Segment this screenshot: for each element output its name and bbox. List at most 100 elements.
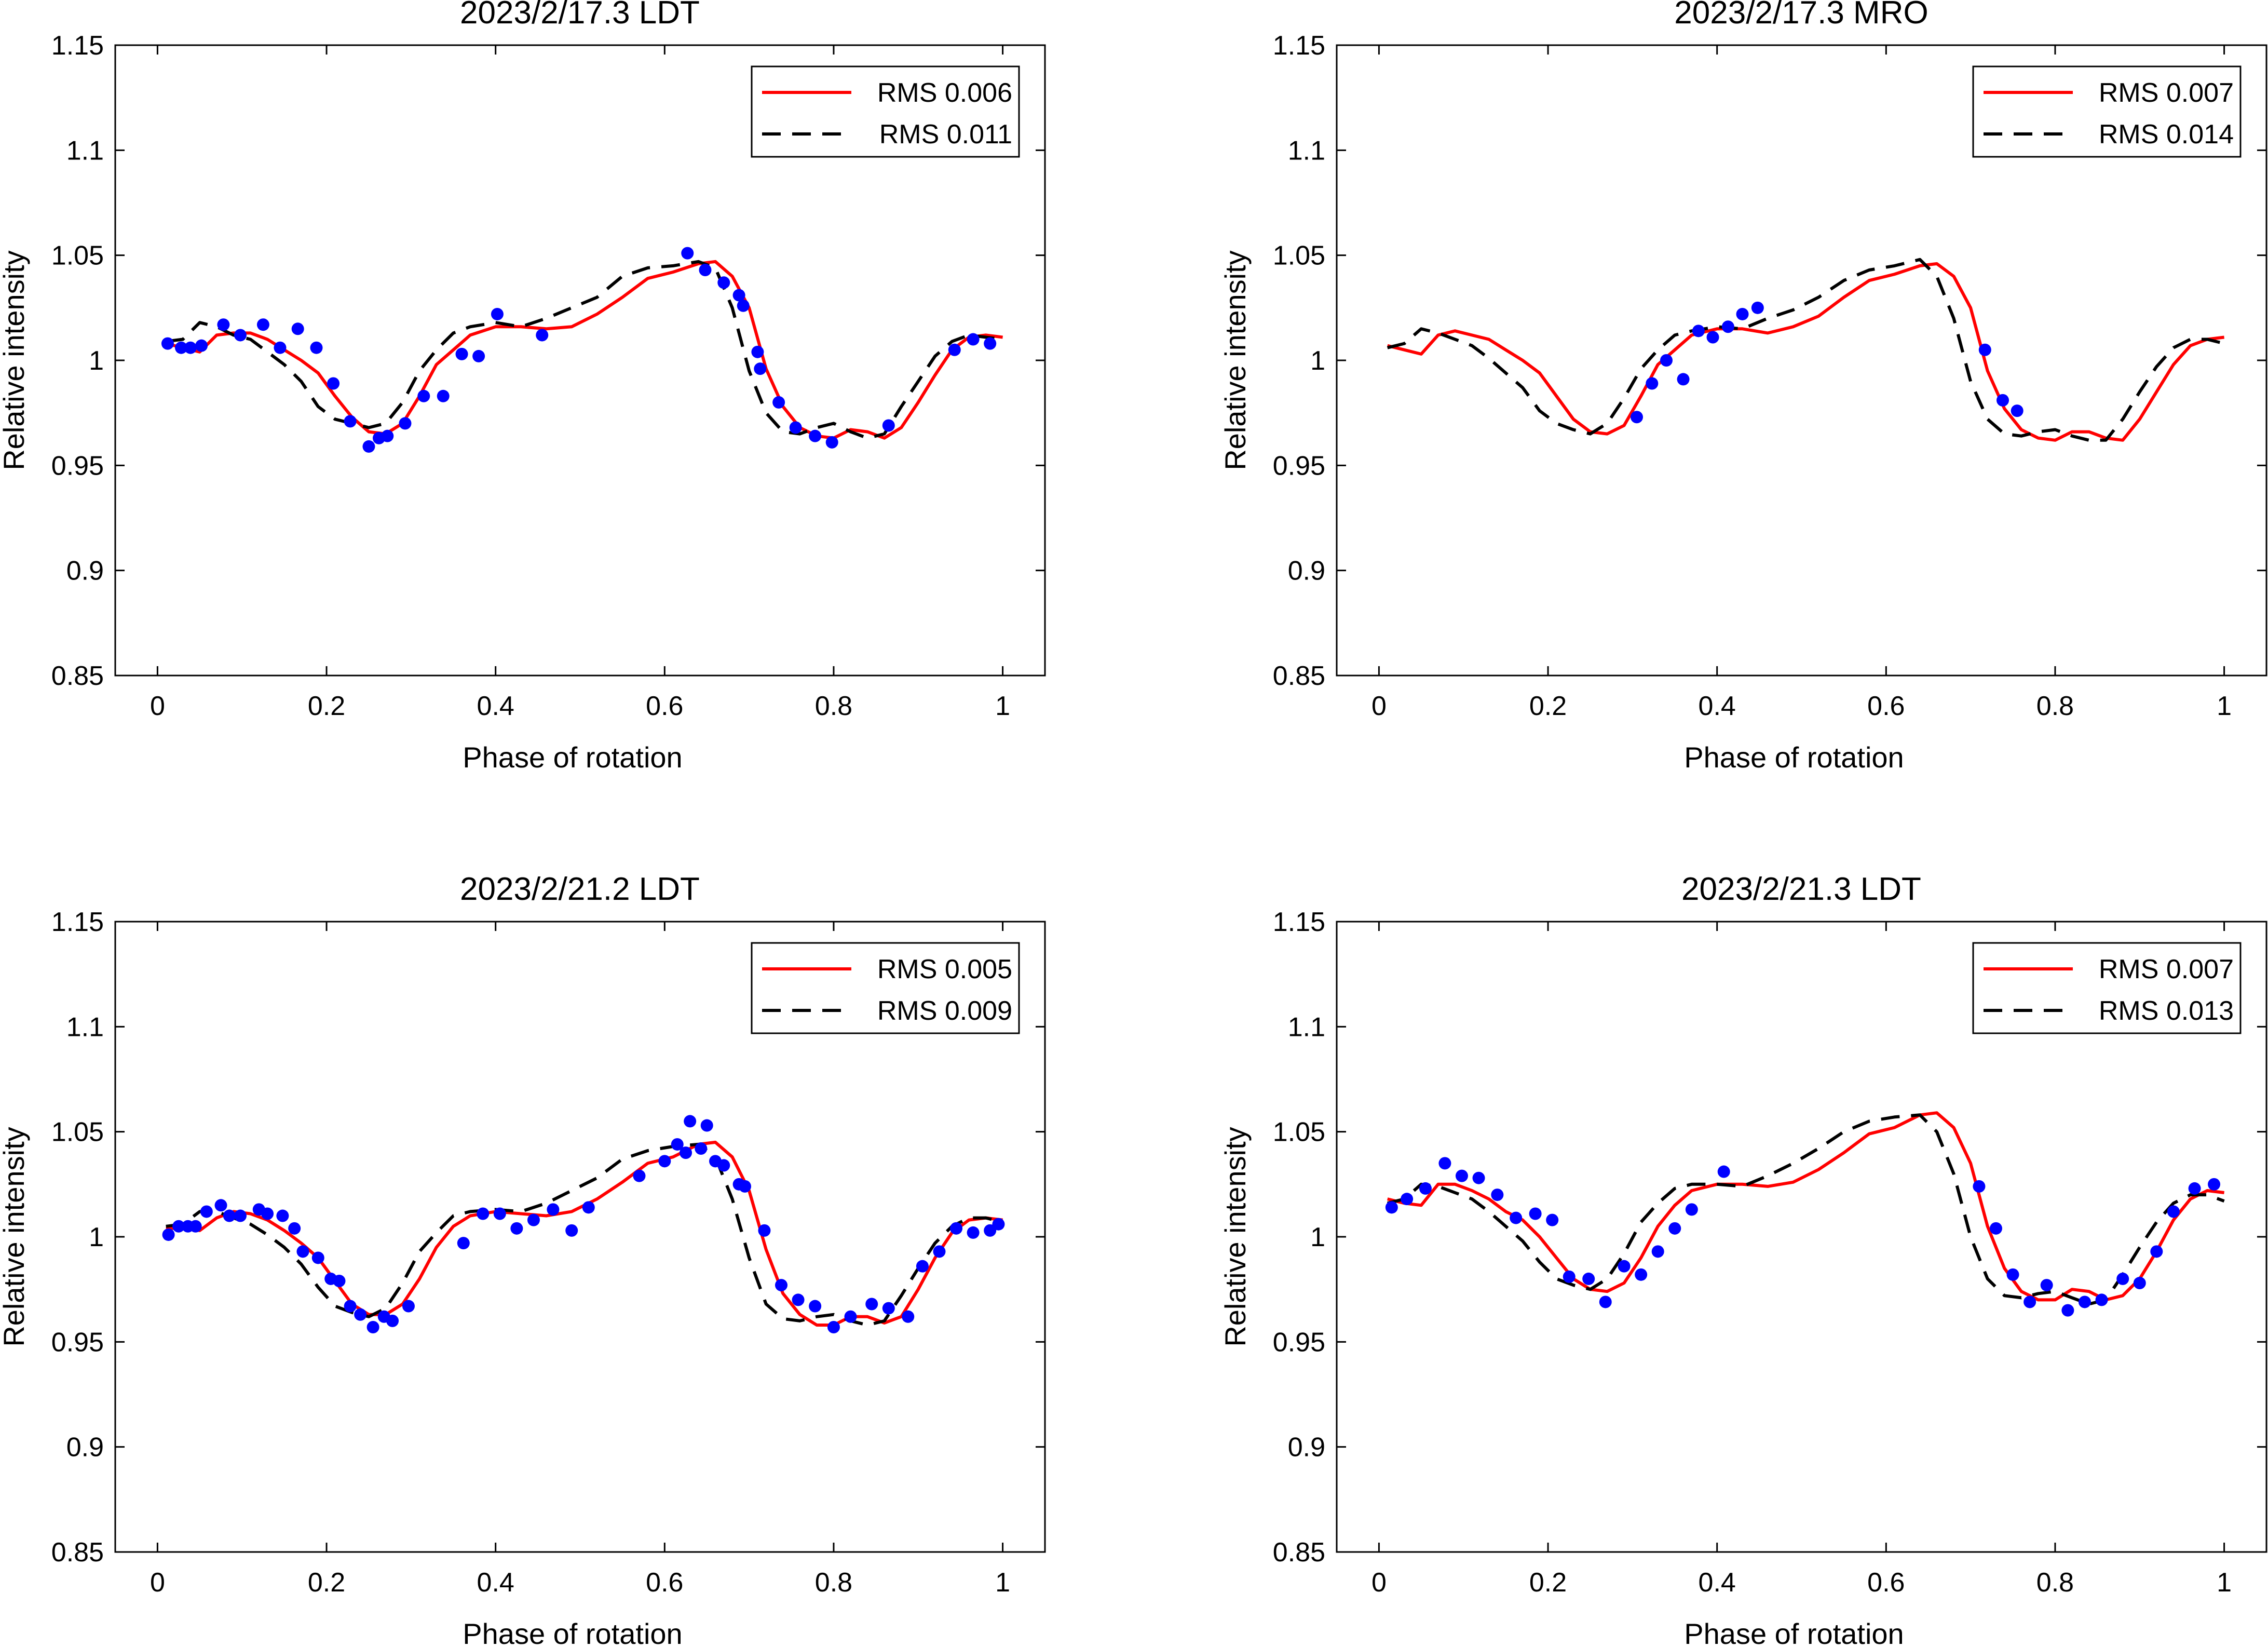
y-tick-label: 1 [89,346,104,376]
data-point [381,429,394,442]
data-point [916,1260,929,1273]
data-point [1736,307,1749,320]
data-point [1685,1203,1698,1216]
y-tick-label: 1.05 [51,1117,104,1148]
x-tick-label: 0.2 [1529,1568,1567,1598]
data-point [366,1321,379,1334]
data-point [402,1300,415,1313]
data-point [162,1228,175,1241]
data-point [1692,325,1705,338]
y-tick-label: 0.95 [51,451,104,481]
data-point [536,329,549,342]
y-tick-label: 1.15 [51,31,104,61]
y-axis-label: Relative intensity [0,250,30,470]
y-tick-label: 1 [1310,346,1325,376]
y-tick-label: 1.15 [1273,31,1325,61]
data-point [902,1310,915,1323]
data-point [967,333,980,346]
data-point [732,289,745,302]
data-point [948,343,961,356]
model-line-solid [1387,262,2224,442]
data-point [276,1209,289,1222]
x-tick-label: 1 [995,1568,1010,1598]
data-point [184,341,197,354]
data-point [477,1207,490,1220]
data-point [809,1300,822,1313]
data-point [234,1209,247,1222]
y-tick-label: 1.1 [66,1012,104,1042]
y-axis-label: Relative intensity [1219,1127,1252,1346]
x-tick-label: 0 [150,1568,165,1598]
panel-ldt-17-3: 2023/2/17.3 LDT 0 0.2 0.4 0.6 0.8 1 0.85 0.9 0.9… [0,0,1046,774]
data-point [1706,331,1719,344]
y-tick-label: 0.85 [1273,661,1325,691]
data-point [223,1209,236,1222]
data-point [327,377,340,390]
data-point [680,1146,692,1159]
data-point [547,1203,560,1216]
data-point [2208,1178,2221,1191]
panel-title: 2023/2/21.2 LDT [460,871,700,907]
legend: RMS 0.005 RMS 0.009 [751,942,1020,1034]
y-tick-label: 0.95 [1273,1327,1325,1357]
y-tick-label: 1 [89,1222,104,1252]
data-point [2116,1272,2129,1285]
data-point [2040,1279,2053,1292]
data-point [658,1155,671,1168]
data-point [2095,1293,2108,1306]
panel-title: 2023/2/17.3 MRO [1674,0,1928,31]
data-point [493,1207,506,1220]
data-point [2061,1304,2074,1317]
model-line-dashed [1387,258,2225,442]
data-point [1582,1272,1595,1285]
axis-ticks: 0 0.2 0.4 0.6 0.8 1 0.85 0.9 0.95 1 1.05 1.1 1.15 [1273,907,2266,1598]
x-tick-label: 0.6 [1867,1568,1905,1598]
legend-label-2: RMS 0.011 [879,119,1012,150]
axis-ticks: 0 0.2 0.4 0.6 0.8 1 0.85 0.9 0.95 1 1.05 1.1 1.15 [1273,31,2266,721]
y-axis-label: Relative intensity [0,1127,30,1346]
data-point [1717,1165,1730,1178]
legend: RMS 0.007 RMS 0.013 [1972,942,2242,1034]
data-point [234,329,247,342]
panel-mro-17-3: 2023/2/17.3 MRO 0 0.2 0.4 0.6 0.8 1 0.85 0.9 0.9… [1219,0,2267,774]
data-point [333,1274,346,1287]
data-point [1646,377,1659,390]
data-point [882,1302,895,1315]
x-axis-label: Phase of rotation [463,1617,682,1647]
data-point [809,429,822,442]
data-point [933,1245,946,1258]
legend-label-1: RMS 0.005 [877,954,1012,984]
legend-box [751,65,1020,158]
data-point [633,1169,646,1182]
x-tick-label: 0.2 [1529,691,1567,721]
legend-box [1972,942,2242,1034]
legend: RMS 0.007 RMS 0.014 [1972,65,2242,158]
data-point [1455,1169,1468,1182]
legend-label-1: RMS 0.006 [877,78,1012,108]
data-point [2188,1182,2201,1195]
data-point [2167,1205,2180,1218]
x-tick-label: 0.4 [1699,1568,1736,1598]
x-tick-label: 0.8 [815,691,852,721]
legend-label-2: RMS 0.014 [2099,119,2234,150]
y-tick-label: 0.85 [51,661,104,691]
data-point [582,1201,595,1214]
data-point [984,337,997,350]
data-point [1635,1268,1648,1281]
y-tick-label: 1.05 [1273,241,1325,271]
data-point [172,1220,185,1233]
data-point [1419,1182,1432,1195]
data-point [792,1293,805,1306]
x-tick-label: 0 [150,691,165,721]
model-line-dashed [166,1142,1003,1327]
data-point [344,1300,357,1313]
x-axis-label: Phase of rotation [1684,1617,1904,1647]
data-point [700,1119,713,1132]
y-tick-label: 1.05 [51,241,104,271]
panel-ldt-21-2: 2023/2/21.2 LDT 0 0.2 0.4 0.6 0.8 1 0.85 0.9 0.9… [0,871,1046,1647]
data-point [825,436,838,449]
y-tick-label: 1 [1310,1222,1325,1252]
y-tick-label: 0.85 [51,1537,104,1568]
x-axis-label: Phase of rotation [463,741,682,774]
